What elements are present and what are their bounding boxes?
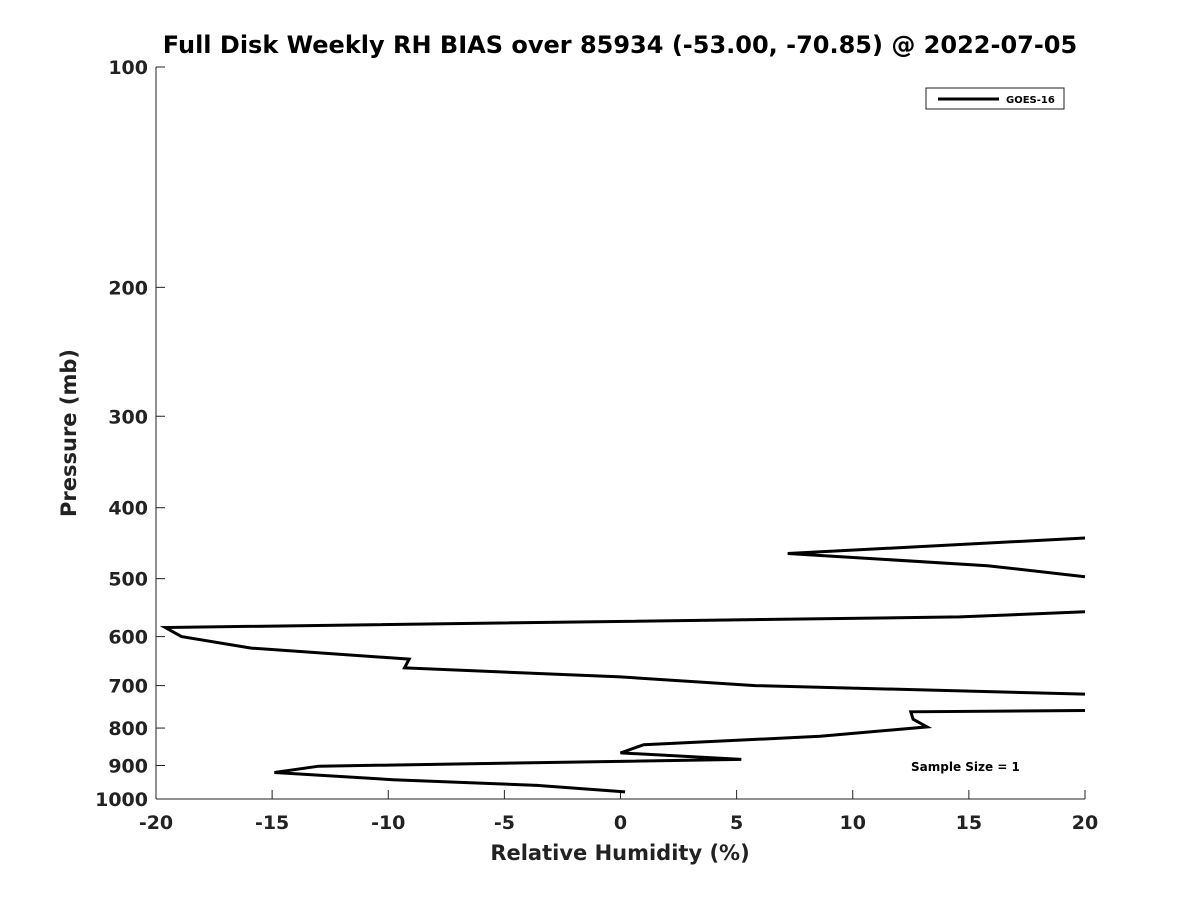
y-tick-label-500: 500 <box>108 569 148 591</box>
y-axis-label: Pressure (mb) <box>57 349 81 517</box>
x-ticks: -20 -15 -10 -5 0 5 10 15 20 <box>139 790 1098 834</box>
chart-title: Full Disk Weekly RH BIAS over 85934 (-53… <box>163 31 1077 59</box>
x-tick-label-0: 0 <box>614 812 627 834</box>
x-tick-label--5: -5 <box>494 812 515 834</box>
y-tick-label-400: 400 <box>108 498 148 520</box>
sample-size-annotation: Sample Size = 1 <box>911 760 1020 774</box>
series-line-goes-16-segment-3 <box>274 709 1086 794</box>
x-tick-label--10: -10 <box>371 812 405 834</box>
y-tick-label-100: 100 <box>108 57 148 79</box>
series-line-goes-16-segment-2 <box>159 610 1086 696</box>
series-group <box>159 536 1086 794</box>
x-tick-label--15: -15 <box>255 812 289 834</box>
x-axis-label: Relative Humidity (%) <box>490 841 749 865</box>
y-tick-label-1000: 1000 <box>95 789 148 811</box>
x-tick-label-10: 10 <box>840 812 866 834</box>
y-tick-label-200: 200 <box>108 277 148 299</box>
y-tick-label-900: 900 <box>108 756 148 778</box>
series-line-goes-16-segment-1 <box>787 536 1086 579</box>
y-tick-label-600: 600 <box>108 627 148 649</box>
y-tick-label-700: 700 <box>108 676 148 698</box>
y-tick-label-300: 300 <box>108 406 148 428</box>
y-ticks: 100 200 300 400 500 600 700 800 900 1000 <box>95 57 165 811</box>
x-tick-label-5: 5 <box>730 812 743 834</box>
legend: GOES-16 <box>925 87 1065 110</box>
y-tick-label-800: 800 <box>108 718 148 740</box>
x-tick-label-15: 15 <box>956 812 982 834</box>
x-tick-label-20: 20 <box>1072 812 1098 834</box>
x-tick-label--20: -20 <box>139 812 173 834</box>
legend-label-goes-16: GOES-16 <box>1006 95 1055 106</box>
